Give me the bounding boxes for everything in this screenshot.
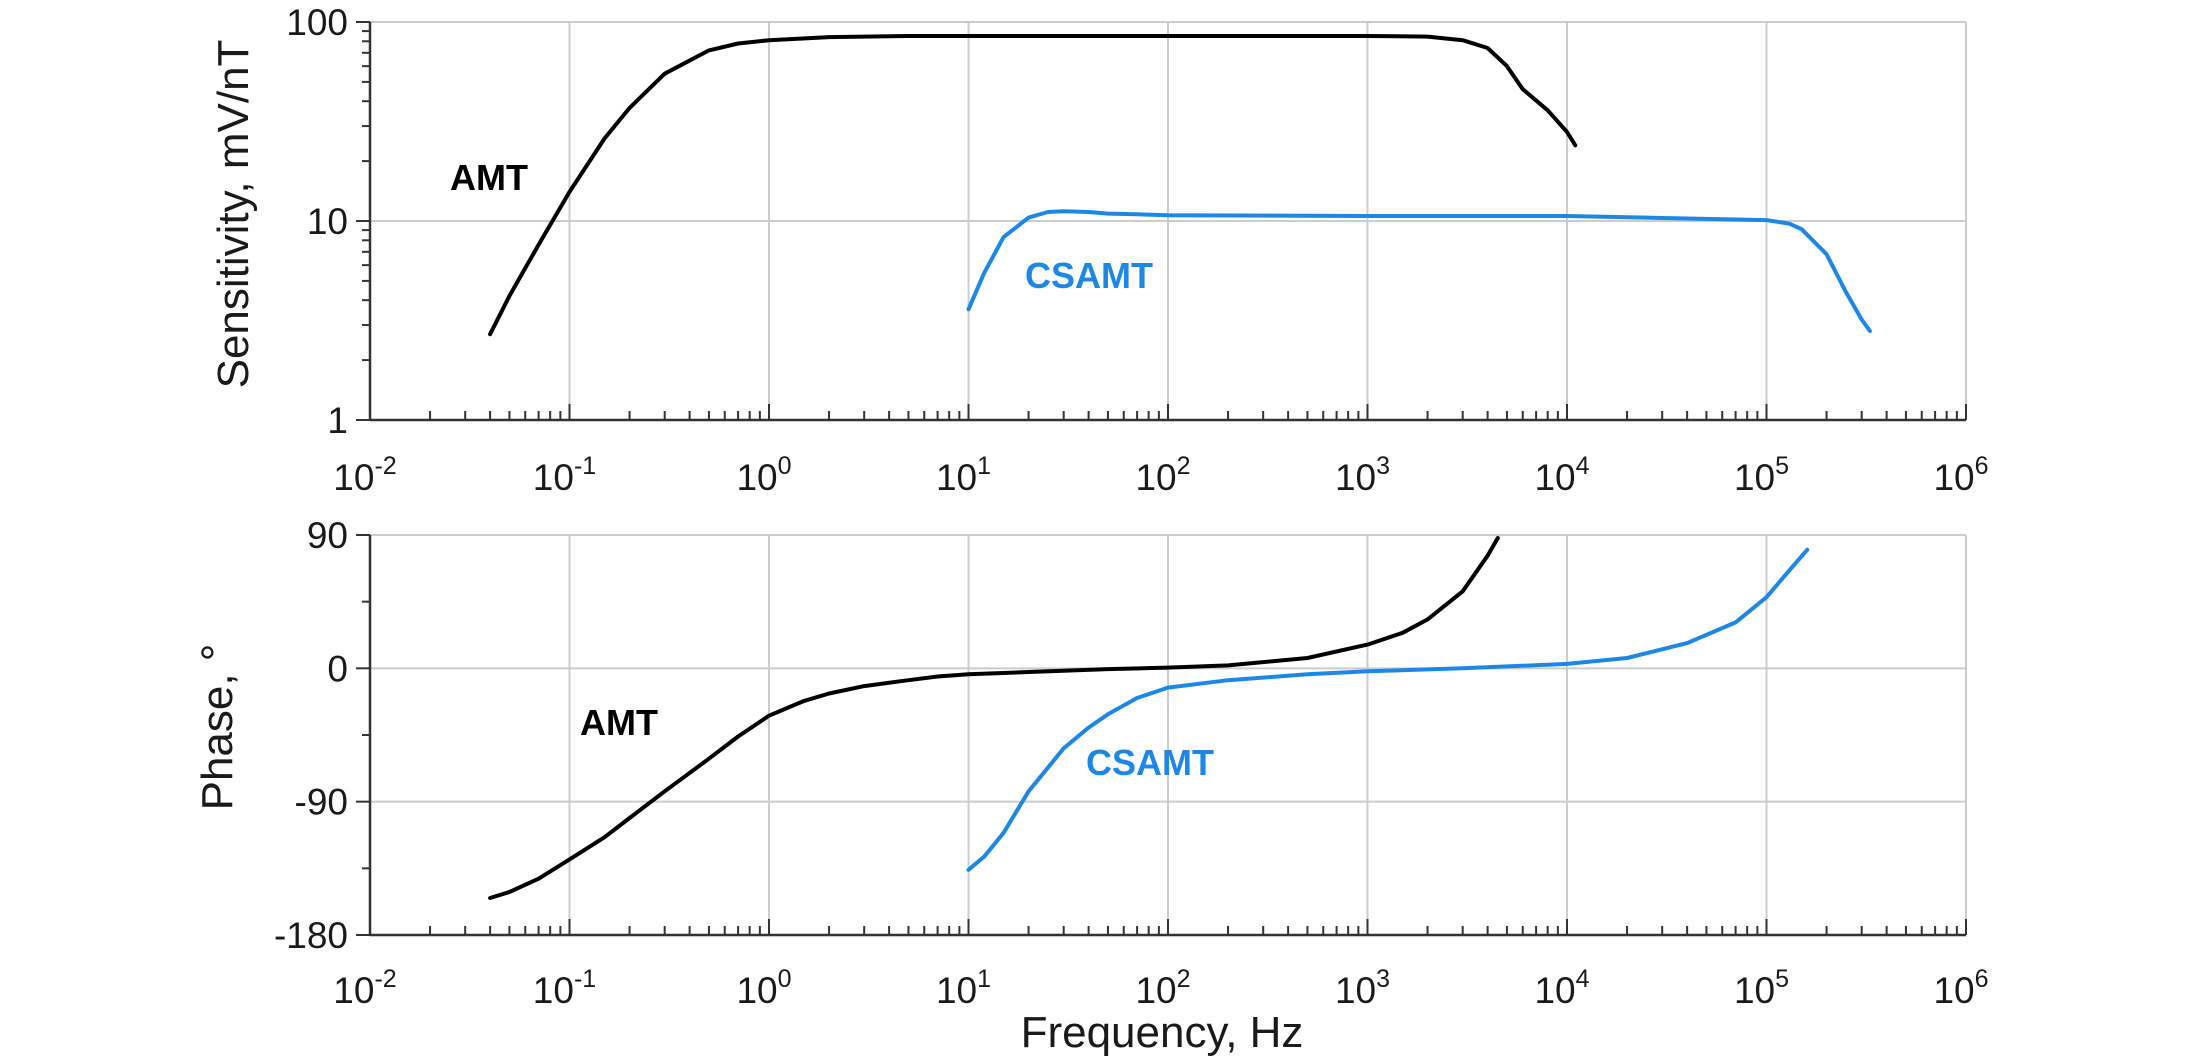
phase-x-tick-base: 10 (1534, 970, 1575, 1011)
phase-x-tick-label: 104 (1534, 965, 1589, 1011)
sensitivity-x-tick-base: 10 (533, 457, 574, 498)
sensitivity-x-tick-label: 104 (1534, 452, 1589, 498)
series-label-amt-sensitivity: AMT (450, 157, 528, 198)
phase-chart: 10-2 10-1 100 101 102 103 104 105 106 900-90-180… (193, 515, 1989, 1056)
phase-axes (368, 535, 1966, 937)
sensitivity-x-tick-base: 10 (1135, 457, 1176, 498)
phase-x-tick-exponent: -1 (574, 965, 596, 993)
phase-x-tick-exponent: -2 (374, 965, 396, 993)
phase-x-tick-label: 10-2 (333, 965, 396, 1011)
phase-ticks (356, 534, 1967, 936)
phase-x-tick-labels: 10-2 10-1 100 101 102 103 104 105 106 (333, 965, 1988, 1011)
phase-x-tick-label: 101 (936, 965, 991, 1011)
phase-series (488, 536, 1810, 900)
sensitivity-x-tick-label: 106 (1933, 452, 1988, 498)
sensitivity-x-tick-base: 10 (1335, 457, 1376, 498)
phase-x-tick-base: 10 (736, 970, 777, 1011)
phase-x-tick-exponent: 4 (1576, 965, 1590, 993)
sensitivity-x-tick-base: 10 (1933, 457, 1974, 498)
phase-x-tick-base: 10 (333, 970, 374, 1011)
phase-x-tick-base: 10 (936, 970, 977, 1011)
sensitivity-x-tick-labels: 10-2 10-1 100 101 102 103 104 105 106 (333, 452, 1988, 498)
phase-x-tick-base: 10 (1335, 970, 1376, 1011)
phase-x-tick-exponent: 6 (1975, 965, 1989, 993)
series-line-amt-sensitivity (488, 34, 1578, 337)
phase-x-tick-exponent: 1 (977, 965, 991, 993)
phase-x-tick-label: 105 (1734, 965, 1789, 1011)
sensitivity-x-tick-label: 103 (1335, 452, 1390, 498)
sensitivity-x-tick-label: 102 (1135, 452, 1190, 498)
phase-y-axis-label: Phase, ° (193, 644, 242, 811)
series-label-csamt-phase: CSAMT (1086, 742, 1214, 783)
sensitivity-x-tick-label: 105 (1734, 452, 1789, 498)
sensitivity-x-tick-exponent: 6 (1975, 452, 1989, 480)
sensitivity-x-tick-label: 10-2 (333, 452, 396, 498)
phase-x-tick-label: 10-1 (533, 965, 596, 1011)
sensitivity-x-tick-base: 10 (1534, 457, 1575, 498)
phase-x-tick-exponent: 5 (1775, 965, 1789, 993)
phase-x-tick-label: 106 (1933, 965, 1988, 1011)
phase-x-tick-base: 10 (533, 970, 574, 1011)
phase-y-tick-labels: 90 0 -90 -180 (274, 515, 348, 956)
sensitivity-axes (368, 22, 1966, 422)
sensitivity-x-tick-exponent: 2 (1177, 452, 1191, 480)
sensitivity-ticks (356, 21, 1967, 421)
sensitivity-x-tick-exponent: 4 (1576, 452, 1590, 480)
phase-y-tick-label: 90 (307, 515, 348, 556)
sensitivity-y-tick-label: 10 (307, 201, 348, 242)
series-line-csamt-phase (966, 547, 1810, 872)
phase-x-tick-exponent: 2 (1177, 965, 1191, 993)
sensitivity-y-tick-labels: 1 10 100 (286, 2, 348, 441)
sensitivity-y-axis-label: Sensitivity, mV/nT (209, 40, 258, 389)
phase-x-axis-label: Frequency, Hz (1021, 1008, 1304, 1056)
sensitivity-x-tick-exponent: 1 (977, 452, 991, 480)
sensitivity-x-tick-label: 100 (736, 452, 791, 498)
phase-x-tick-exponent: 0 (778, 965, 792, 993)
series-line-amt-phase (488, 536, 1500, 900)
sensitivity-x-tick-base: 10 (333, 457, 374, 498)
sensitivity-x-tick-exponent: 5 (1775, 452, 1789, 480)
phase-x-tick-label: 100 (736, 965, 791, 1011)
phase-x-tick-base: 10 (1734, 970, 1775, 1011)
phase-x-tick-label: 103 (1335, 965, 1390, 1011)
phase-x-tick-label: 102 (1135, 965, 1190, 1011)
phase-y-tick-label: 0 (327, 648, 348, 689)
sensitivity-x-tick-exponent: -1 (574, 452, 596, 480)
sensitivity-x-tick-exponent: -2 (374, 452, 396, 480)
sensitivity-y-tick-label: 1 (327, 400, 348, 441)
sensitivity-x-tick-base: 10 (936, 457, 977, 498)
sensitivity-x-tick-exponent: 0 (778, 452, 792, 480)
series-label-amt-phase: AMT (580, 702, 658, 743)
phase-x-tick-base: 10 (1933, 970, 1974, 1011)
sensitivity-x-tick-exponent: 3 (1376, 452, 1390, 480)
sensitivity-y-tick-label: 100 (286, 2, 348, 43)
series-label-csamt-sensitivity: CSAMT (1025, 255, 1153, 296)
sensitivity-x-tick-base: 10 (736, 457, 777, 498)
sensitivity-series (488, 34, 1872, 337)
phase-x-tick-base: 10 (1135, 970, 1176, 1011)
sensitivity-x-tick-label: 10-1 (533, 452, 596, 498)
sensitivity-x-tick-label: 101 (936, 452, 991, 498)
phase-x-tick-exponent: 3 (1376, 965, 1390, 993)
sensitivity-x-tick-base: 10 (1734, 457, 1775, 498)
series-line-csamt-sensitivity (966, 209, 1872, 333)
phase-y-tick-label: -90 (295, 782, 348, 823)
phase-y-tick-label: -180 (274, 915, 348, 956)
